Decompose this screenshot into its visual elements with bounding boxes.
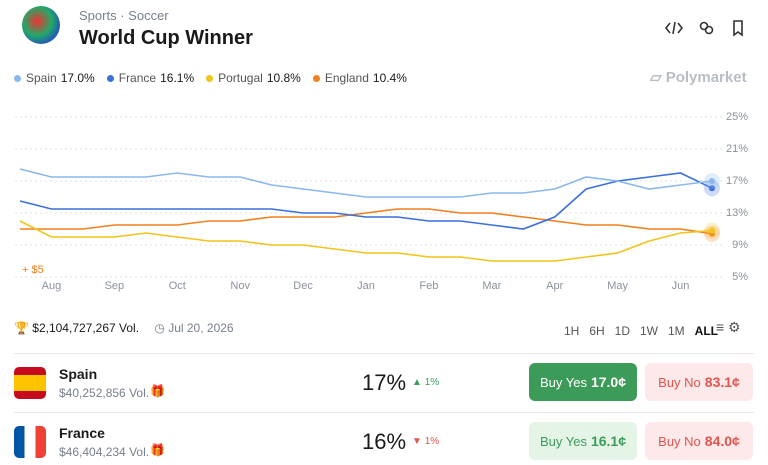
legend-value: 16.1% [160, 71, 195, 85]
legend: Spain 17.0% France 16.1% Portugal 10.8% Englan… [14, 71, 407, 85]
brand-text: Polymarket [665, 69, 747, 86]
end-dot [709, 227, 715, 234]
legend-item: Portugal 10.8% [206, 71, 301, 85]
legend-item: France 16.1% [106, 71, 195, 85]
y-tick-label: 13% [726, 207, 748, 219]
legend-value: 17.0% [60, 71, 95, 85]
series-line [20, 208, 713, 235]
breadcrumb: Sports · Soccer [79, 8, 169, 23]
timeframe[interactable]: 1H [563, 324, 580, 338]
legend-name: Portugal [218, 71, 263, 85]
y-tick-label: 5% [732, 271, 748, 283]
series-line [19, 172, 713, 230]
stats: 🏆 $2,104,727,267 Vol. ◷ Jul 20, 2026 [14, 321, 234, 335]
x-tick-label: Mar [482, 280, 501, 292]
change: ▼ 1% [412, 436, 439, 447]
x-tick-label: Dec [293, 280, 313, 292]
buy-no-label: Buy No [658, 374, 701, 390]
chart: 5% 9% 13% 17% 21% 25% Aug Sep Oct Nov Dec Jan Feb Mar… [15, 111, 748, 292]
chance: 16% [362, 429, 407, 454]
x-tick-label: Aug [42, 280, 62, 292]
y-tick-label: 17% [726, 175, 748, 187]
outcome-volume: $46,404,234 Vol. [59, 445, 150, 459]
market-icon [22, 6, 60, 44]
buy-yes[interactable]: Buy Yes 16.1¢ [529, 422, 637, 460]
gift-icon: 🎁 [150, 384, 165, 398]
buy-no-price: 84.0¢ [704, 433, 740, 449]
legend-item: Spain 17.0% [14, 71, 95, 85]
outcome-volume: $40,252,856 Vol. [59, 386, 150, 400]
timeframe[interactable]: 1M [668, 324, 685, 338]
change-arrow: ▼ [412, 436, 425, 447]
change-arrow: ▲ [412, 377, 425, 388]
x-tick-label: Jan [357, 280, 375, 292]
timeframe[interactable]: 6H [589, 324, 605, 338]
gift-icon: 🎁 [150, 443, 165, 457]
buy-yes-label: Buy Yes [539, 433, 587, 449]
separator [14, 353, 754, 354]
outcome-name: Spain [59, 366, 98, 382]
change-value: 1% [424, 377, 440, 388]
flag [14, 367, 46, 399]
y-tick-label: 21% [726, 143, 748, 155]
x-tick-label: Jun [672, 280, 690, 292]
x-tick-label: Feb [419, 280, 438, 292]
timeframe[interactable]: 1W [640, 324, 658, 338]
header-icons[interactable] [664, 18, 754, 38]
brand: ▱ Polymarket [650, 69, 747, 86]
outcome-name: France [59, 425, 105, 441]
flag [14, 426, 46, 458]
buy-yes[interactable]: Buy Yes 17.0¢ [529, 363, 637, 401]
timeframes: 1H 6H 1D 1W 1M ALL [554, 322, 718, 340]
x-tick-label: Sep [105, 280, 125, 292]
legend-dot [312, 75, 320, 82]
legend-dot [106, 75, 114, 82]
end-dot [709, 178, 715, 184]
y-tick-label: 25% [726, 111, 748, 123]
series-line [19, 168, 713, 198]
buy-no[interactable]: Buy No 84.0¢ [645, 422, 753, 460]
legend-name: Spain [26, 71, 57, 85]
legend-dot [14, 75, 21, 82]
legend-name: England [324, 71, 369, 85]
y-tick-label: 9% [732, 239, 748, 251]
separator [14, 412, 754, 413]
legend-value: 10.8% [266, 71, 301, 85]
timeframe[interactable]: 1D [614, 324, 630, 338]
series-line [19, 220, 713, 262]
buy-yes-price: 17.0¢ [590, 374, 627, 390]
legend-value: 10.4% [372, 71, 407, 85]
buy-no-label: Buy No [658, 433, 701, 449]
buy-yes-price: 16.1¢ [590, 433, 627, 449]
change: ▲ 1% [412, 377, 439, 388]
chance: 17% [362, 370, 407, 395]
annotation: + $5 [22, 264, 44, 276]
x-tick-label: Oct [169, 280, 186, 292]
date: Jul 20, 2026 [168, 321, 234, 335]
x-tick-label: Apr [546, 280, 563, 292]
volume: $2,104,727,267 Vol. [32, 321, 140, 335]
legend-dot [206, 75, 214, 82]
buy-yes-label: Buy Yes [539, 374, 587, 390]
title: World Cup Winner [79, 27, 253, 49]
settings-icons[interactable]: ≡ ⚙ [716, 319, 741, 335]
buy-no-price: 83.1¢ [704, 374, 740, 390]
timeframe[interactable]: ALL [694, 324, 718, 338]
legend-item: England 10.4% [312, 71, 407, 85]
legend-name: France [118, 71, 157, 85]
x-tick-label: May [607, 280, 628, 292]
x-tick-label: Nov [230, 280, 250, 292]
buy-no[interactable]: Buy No 83.1¢ [645, 363, 753, 401]
end-dot [709, 185, 715, 192]
change-value: 1% [424, 436, 440, 447]
crumb[interactable]: Sports [79, 8, 117, 23]
crumb[interactable]: Soccer [128, 8, 169, 23]
sep: · [120, 8, 125, 23]
